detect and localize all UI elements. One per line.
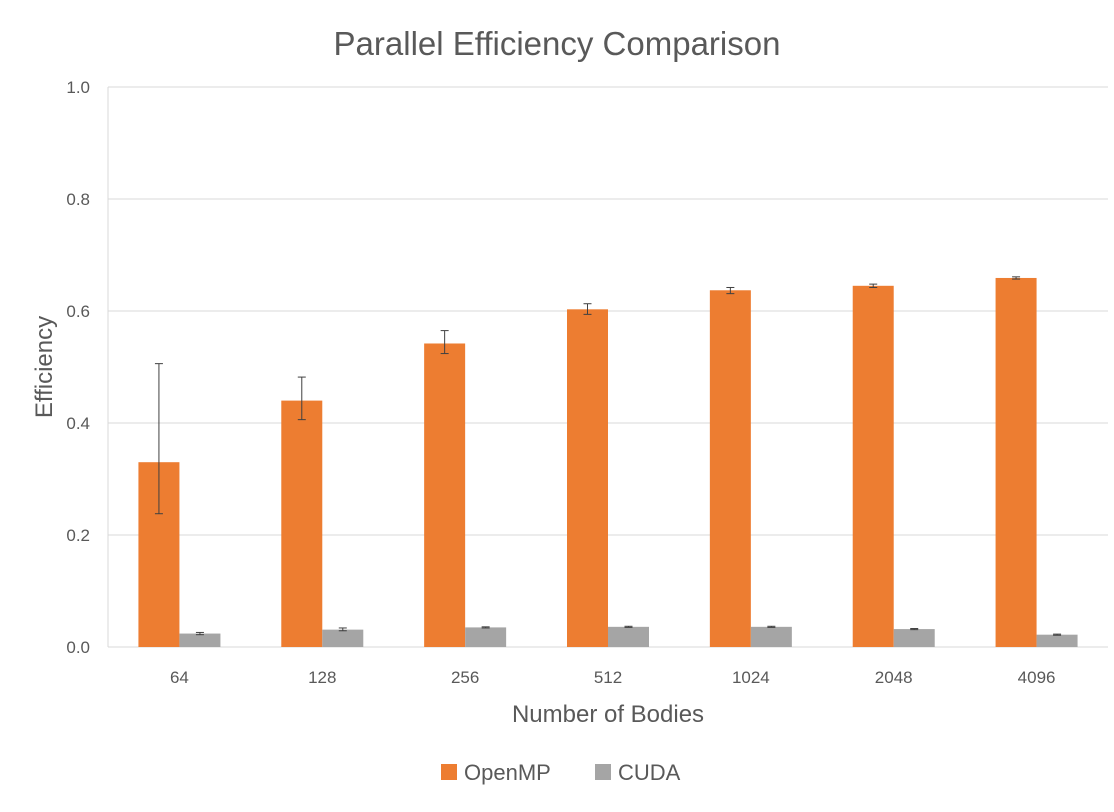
bar-openmp-512 — [567, 309, 608, 647]
y-axis-label: Efficiency — [31, 316, 58, 418]
bar-openmp-4096 — [995, 277, 1037, 647]
error-bar-openmp-128 — [297, 376, 306, 421]
error-bar-openmp-4096 — [1012, 276, 1021, 280]
error-bar-openmp-64 — [154, 363, 163, 515]
x-tick-label: 512 — [594, 668, 622, 687]
error-bar-cuda-4096 — [1053, 633, 1062, 636]
y-tick-label: 0.0 — [66, 638, 90, 657]
error-bar-cuda-64 — [195, 631, 204, 636]
legend-label: CUDA — [618, 760, 681, 785]
x-tick-label: 4096 — [1018, 668, 1056, 687]
x-tick-label: 1024 — [732, 668, 770, 687]
error-bar-openmp-512 — [583, 303, 592, 315]
legend-swatch — [441, 764, 457, 780]
bar-openmp-256 — [424, 343, 466, 647]
x-tick-label: 128 — [308, 668, 336, 687]
error-bar-openmp-256 — [440, 330, 449, 355]
y-tick-label: 0.8 — [66, 190, 90, 209]
bar-cuda-64 — [179, 633, 221, 647]
legend: OpenMP CUDA — [441, 760, 681, 785]
bar-cuda-256 — [465, 627, 507, 647]
bar-cuda-4096 — [1036, 634, 1078, 647]
bar-cuda-2048 — [893, 629, 935, 647]
x-tick-label: 256 — [451, 668, 479, 687]
error-bars — [154, 276, 1062, 636]
error-bar-cuda-2048 — [910, 628, 919, 631]
error-bar-cuda-256 — [481, 626, 490, 629]
bars — [138, 277, 1078, 647]
y-axis-ticks: 0.0 0.2 0.4 0.6 0.8 1.0 — [66, 78, 90, 657]
error-bar-openmp-1024 — [726, 286, 735, 295]
legend-item-cuda: CUDA — [595, 760, 681, 785]
x-axis-ticks: 64 128 256 512 1024 2048 4096 — [170, 668, 1056, 687]
error-bar-cuda-1024 — [767, 625, 776, 628]
y-tick-label: 1.0 — [66, 78, 90, 97]
bar-openmp-1024 — [709, 290, 751, 647]
y-tick-label: 0.4 — [66, 414, 90, 433]
legend-label: OpenMP — [464, 760, 551, 785]
bar-openmp-2048 — [852, 285, 894, 647]
bar-cuda-1024 — [750, 626, 792, 647]
bar-cuda-512 — [608, 626, 649, 647]
error-bar-openmp-2048 — [869, 283, 878, 288]
error-bar-cuda-128 — [338, 627, 347, 632]
x-tick-label: 64 — [170, 668, 189, 687]
legend-swatch — [595, 764, 611, 780]
x-tick-label: 2048 — [875, 668, 913, 687]
bar-cuda-128 — [322, 629, 364, 647]
legend-item-openmp: OpenMP — [441, 760, 551, 785]
y-tick-label: 0.6 — [66, 302, 90, 321]
chart-title: Parallel Efficiency Comparison — [334, 25, 781, 62]
bar-openmp-128 — [281, 400, 323, 647]
x-axis-label: Number of Bodies — [512, 701, 704, 728]
y-tick-label: 0.2 — [66, 526, 90, 545]
error-bar-cuda-512 — [624, 625, 633, 628]
